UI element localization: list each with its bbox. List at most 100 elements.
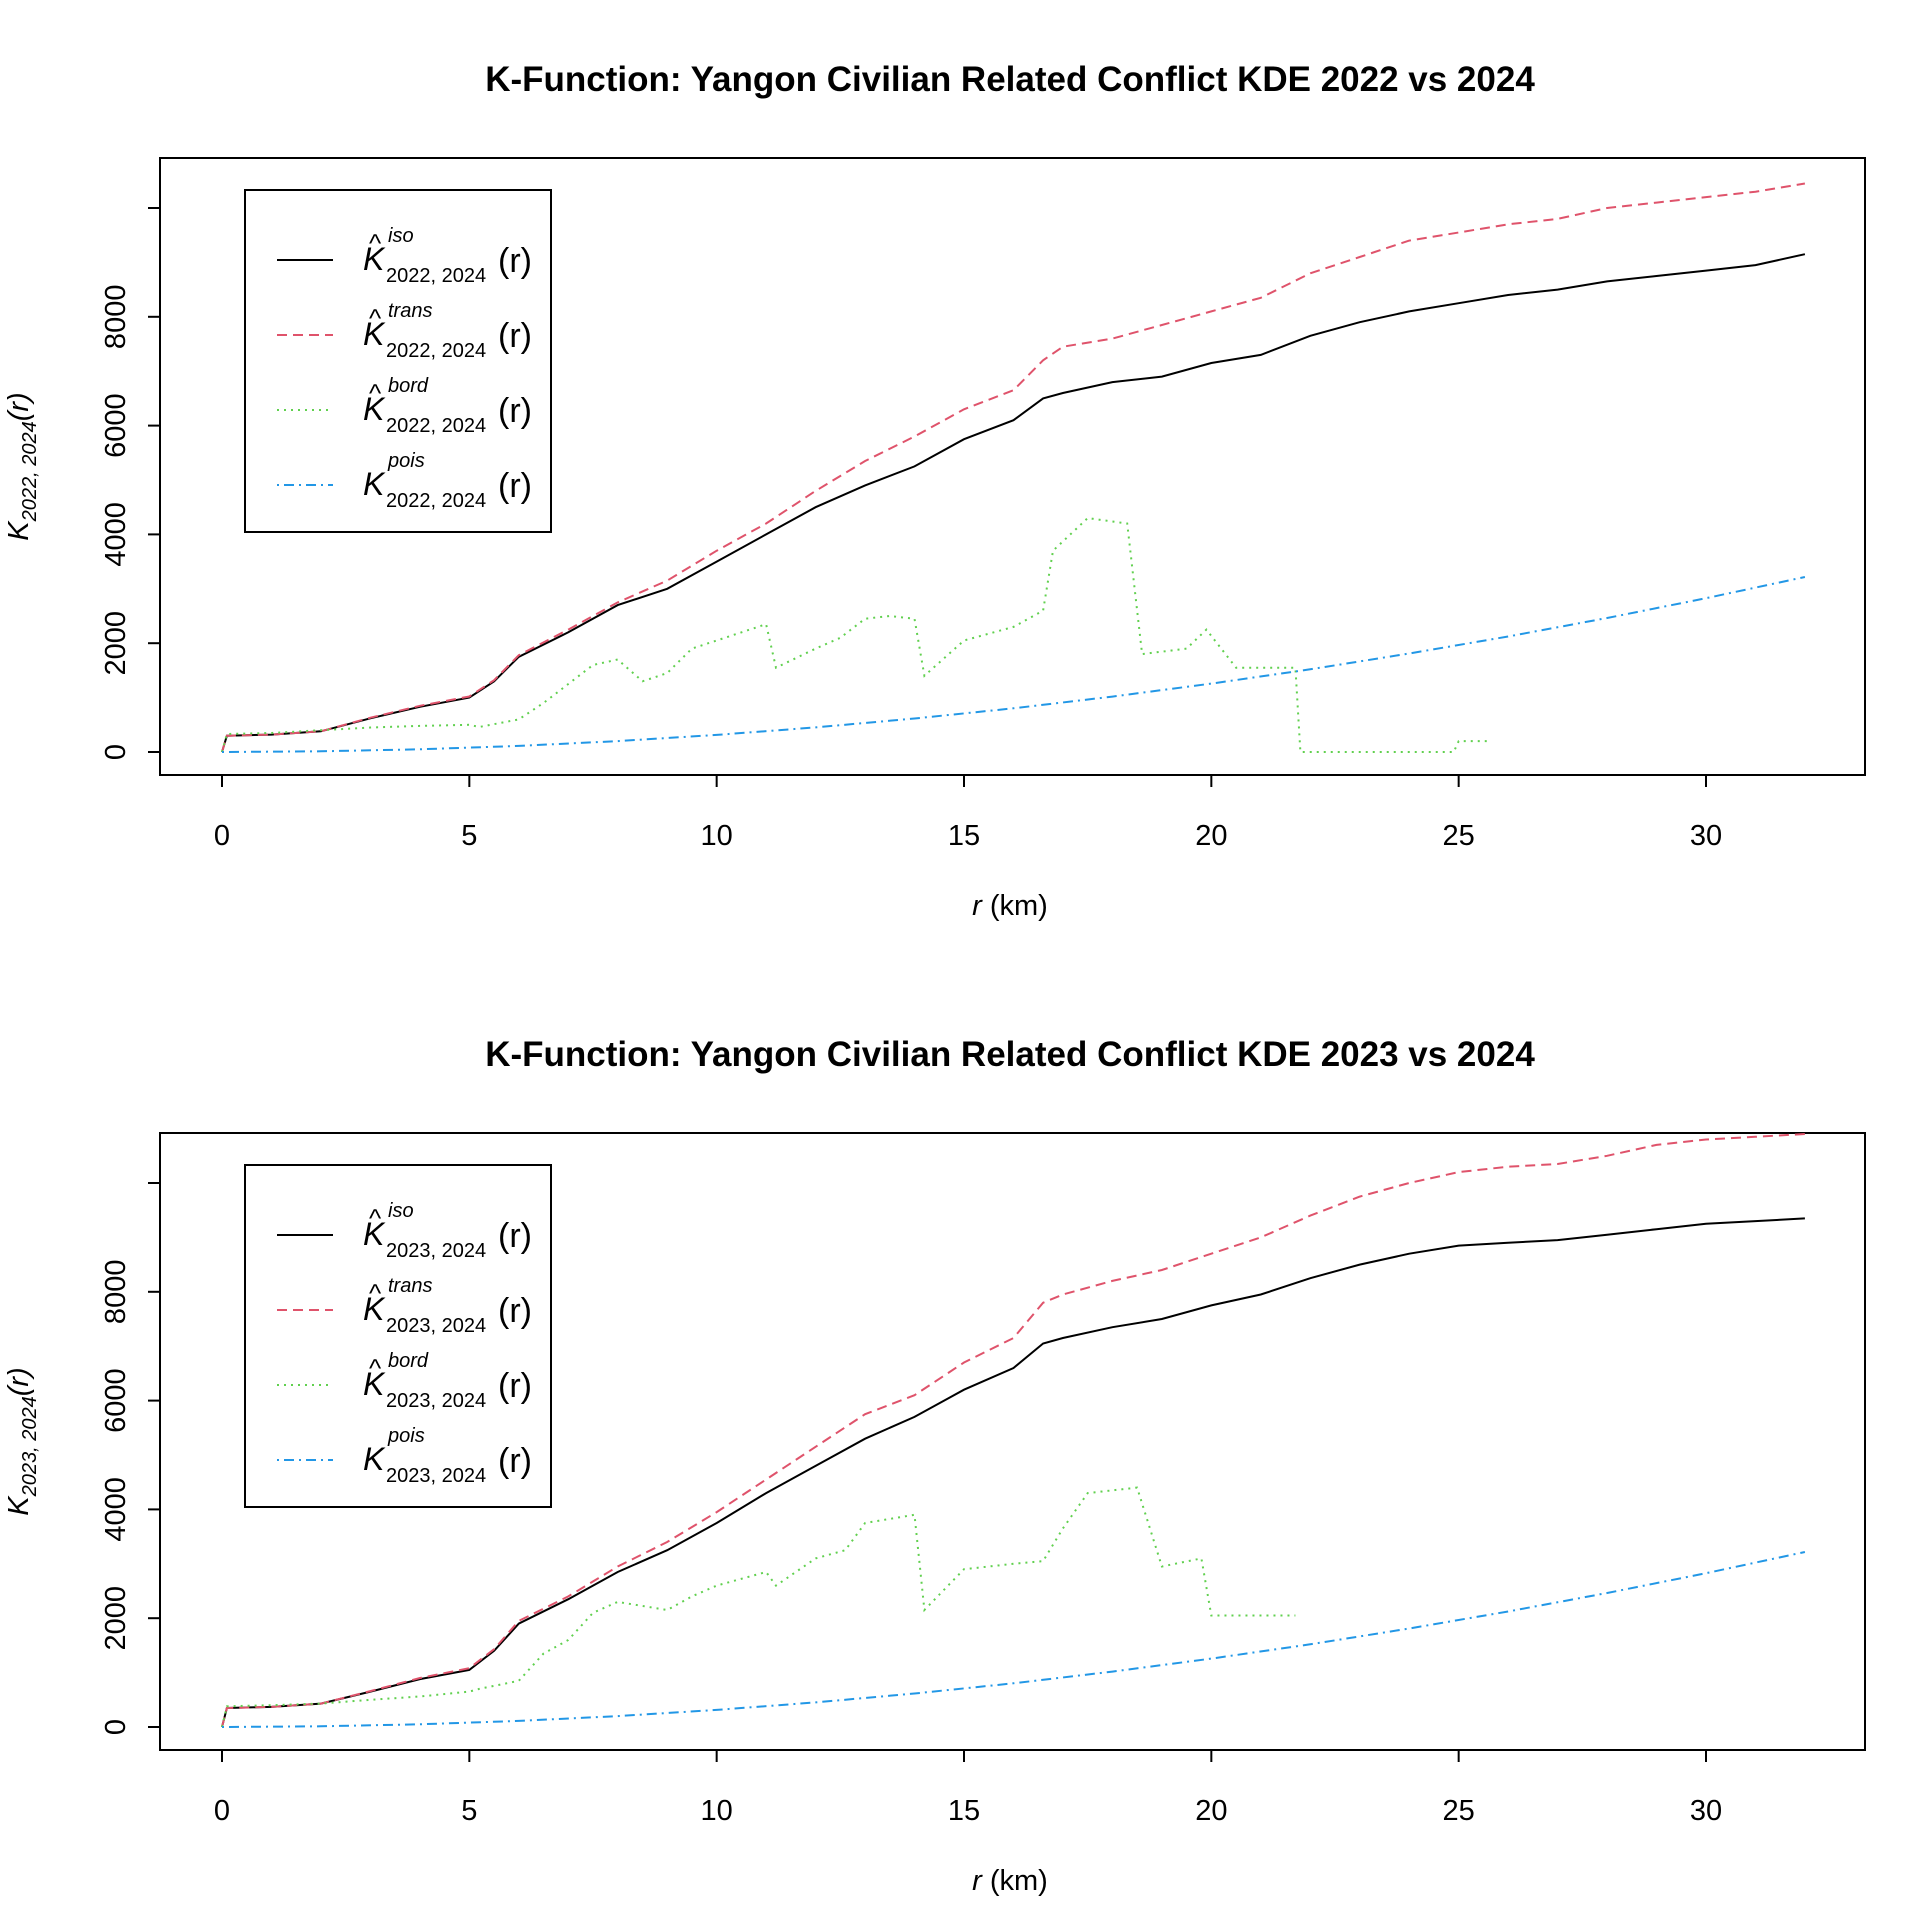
plot-frame	[159, 157, 1866, 776]
series-line-trans	[221, 182, 1806, 753]
legend-hat: ^	[369, 378, 382, 408]
legend-superscript: pois	[387, 1425, 425, 1447]
chart-title: K-Function: Yangon Civilian Related Conf…	[485, 60, 1535, 99]
x-tick-label: 0	[214, 820, 230, 852]
legend-argument: (r)	[498, 1217, 532, 1255]
x-axis-label: r (km)	[972, 890, 1048, 922]
legend-symbol: K	[363, 1291, 386, 1327]
y-tick-label: 8000	[100, 1260, 132, 1325]
legend-argument: (r)	[498, 392, 532, 430]
y-axis-label: K2022, 2024(r)	[3, 392, 41, 540]
legend-superscript: iso	[388, 1200, 414, 1222]
y-axis-main: K	[3, 520, 35, 541]
x-axis-unit: (km)	[982, 890, 1048, 922]
x-tick-label: 5	[461, 820, 477, 852]
y-axis-sub: 2023, 2024	[19, 1396, 41, 1497]
legend-symbol: K	[363, 466, 386, 502]
x-tick-label: 15	[948, 820, 980, 852]
legend-symbol: K	[363, 391, 386, 427]
legend-symbol: K	[363, 1366, 386, 1402]
y-tick-label: 2000	[100, 611, 132, 676]
chart-panel-2: K-Function: Yangon Civilian Related Conf…	[3, 1035, 1866, 1897]
x-tick-label: 25	[1443, 820, 1475, 852]
legend-symbol: K	[363, 1441, 386, 1477]
x-axis-label: r (km)	[972, 1865, 1048, 1897]
x-axis-var: r	[972, 890, 983, 922]
legend-symbol: K	[363, 241, 386, 277]
x-tick-label: 10	[701, 820, 733, 852]
x-tick-label: 30	[1690, 820, 1722, 852]
x-tick-label: 25	[1443, 1795, 1475, 1827]
y-axis-arg: (r)	[3, 392, 35, 421]
legend-superscript: trans	[388, 300, 432, 322]
legend-subscript: 2022, 2024	[386, 415, 486, 437]
legend-argument: (r)	[498, 1292, 532, 1330]
x-axis-var: r	[972, 1865, 983, 1897]
y-axis-label: K2023, 2024(r)	[3, 1367, 41, 1515]
series-line-pois	[221, 576, 1806, 753]
series-line-trans	[221, 1133, 1805, 1728]
series-line-bord	[221, 517, 1489, 753]
series-line-iso	[221, 1217, 1805, 1728]
legend-item-bord: K^ bord 2022, 2024 (r)	[363, 375, 532, 437]
legend-superscript: iso	[388, 225, 414, 247]
legend-symbol: K	[363, 1216, 386, 1252]
plot-frame	[159, 1132, 1866, 1751]
y-tick-label: 4000	[100, 1477, 132, 1542]
legend-hat: ^	[369, 1203, 382, 1233]
legend-subscript: 2022, 2024	[386, 265, 486, 287]
legend-hat: ^	[369, 303, 382, 333]
legend-argument: (r)	[498, 1442, 532, 1480]
y-tick-label: 0	[100, 744, 132, 760]
series-line-bord	[221, 1486, 1296, 1728]
x-tick-label: 20	[1195, 820, 1227, 852]
legend-superscript: bord	[388, 1350, 429, 1372]
series-line-pois	[221, 1551, 1806, 1728]
legend-superscript: pois	[387, 450, 425, 472]
legend-superscript: trans	[388, 1275, 432, 1297]
legend-hat: ^	[369, 1278, 382, 1308]
y-tick-label: 8000	[100, 285, 132, 350]
legend-argument: (r)	[498, 317, 532, 355]
y-tick-label: 2000	[100, 1586, 132, 1651]
y-tick-label: 6000	[100, 393, 132, 458]
y-tick-label: 4000	[100, 502, 132, 567]
y-axis-arg: (r)	[3, 1367, 35, 1396]
legend-hat: ^	[369, 228, 382, 258]
legend-subscript: 2023, 2024	[386, 1390, 486, 1412]
legend-argument: (r)	[498, 242, 532, 280]
legend-argument: (r)	[498, 1367, 532, 1405]
y-tick-label: 0	[100, 1719, 132, 1735]
chart-title: K-Function: Yangon Civilian Related Conf…	[485, 1035, 1535, 1074]
series-line-iso	[221, 253, 1806, 753]
legend-item-iso: K^ iso 2022, 2024 (r)	[363, 225, 532, 287]
x-tick-label: 20	[1195, 1795, 1227, 1827]
x-tick-label: 10	[701, 1795, 733, 1827]
x-tick-label: 5	[461, 1795, 477, 1827]
legend-subscript: 2022, 2024	[386, 340, 486, 362]
legend-item-bord: K^ bord 2023, 2024 (r)	[363, 1350, 532, 1412]
legend-item-trans: K^ trans 2022, 2024 (r)	[363, 300, 532, 362]
legend-subscript: 2023, 2024	[386, 1315, 486, 1337]
x-tick-label: 15	[948, 1795, 980, 1827]
y-tick-label: 6000	[100, 1368, 132, 1433]
y-axis-sub: 2022, 2024	[19, 421, 41, 522]
legend-subscript: 2023, 2024	[386, 1240, 486, 1262]
legend-argument: (r)	[498, 467, 532, 505]
x-tick-label: 30	[1690, 1795, 1722, 1827]
legend-symbol: K	[363, 316, 386, 352]
x-tick-label: 0	[214, 1795, 230, 1827]
legend-superscript: bord	[388, 375, 429, 397]
y-axis-main: K	[3, 1495, 35, 1516]
chart-panel-1: K-Function: Yangon Civilian Related Conf…	[3, 60, 1866, 922]
legend-box	[244, 189, 552, 533]
legend-item-iso: K^ iso 2023, 2024 (r)	[363, 1200, 532, 1262]
legend-box	[244, 1164, 552, 1508]
legend-item-trans: K^ trans 2023, 2024 (r)	[363, 1275, 532, 1337]
x-axis-unit: (km)	[982, 1865, 1048, 1897]
